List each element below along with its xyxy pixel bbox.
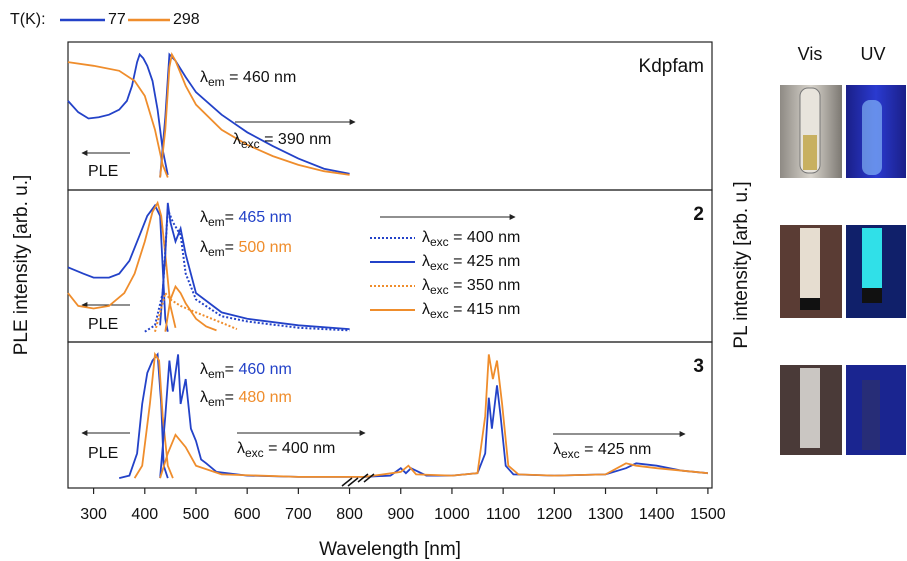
annotation: PLE bbox=[88, 445, 118, 462]
y-axis-label: PLE intensity [arb. u.] bbox=[11, 175, 32, 356]
legend-label: λexc = 415 nm bbox=[422, 301, 520, 321]
x-axis-label: Wavelength [nm] bbox=[319, 539, 461, 560]
x-tick-label: 600 bbox=[234, 506, 261, 523]
annotation: λem= 480 nm bbox=[200, 389, 292, 409]
photo-label: UV bbox=[860, 44, 885, 64]
annotation: λem= 460 nm bbox=[200, 361, 292, 381]
legend-label: 298 bbox=[173, 11, 200, 28]
y2-axis-label: PL intensity [arb. u.] bbox=[731, 181, 752, 348]
x-tick-label: 400 bbox=[131, 506, 158, 523]
legend-label: λexc = 425 nm bbox=[422, 253, 520, 273]
x-tick-label: 1500 bbox=[690, 506, 726, 523]
annotation: λexc = 390 nm bbox=[233, 131, 331, 151]
data-line bbox=[67, 52, 169, 176]
x-tick-label: 800 bbox=[336, 506, 363, 523]
annotation: PLE bbox=[88, 316, 118, 333]
annotation: λexc = 400 nm bbox=[237, 440, 335, 460]
x-tick-label: 500 bbox=[183, 506, 210, 523]
x-tick-label: 700 bbox=[285, 506, 312, 523]
data-line bbox=[159, 52, 350, 178]
legend-title: T(K): bbox=[10, 11, 46, 28]
data-line bbox=[67, 203, 169, 332]
x-tick-label: 1200 bbox=[537, 506, 573, 523]
panel-title: 3 bbox=[693, 356, 704, 377]
x-tick-label: 900 bbox=[387, 506, 414, 523]
x-tick-label: 1100 bbox=[486, 506, 521, 523]
legend-label: λexc = 400 nm bbox=[422, 229, 520, 249]
data-line bbox=[164, 284, 217, 332]
data-line bbox=[159, 202, 350, 330]
panel-title: Kdpfam bbox=[639, 56, 704, 77]
annotation-arrows bbox=[81, 119, 686, 437]
data-line bbox=[159, 51, 350, 178]
annotation: λem= 500 nm bbox=[200, 239, 292, 259]
annotation: PLE bbox=[88, 163, 118, 180]
legend-label: λexc = 350 nm bbox=[422, 277, 520, 297]
data-line bbox=[159, 354, 708, 479]
x-tick-label: 1300 bbox=[588, 506, 624, 523]
data-line bbox=[144, 208, 350, 333]
annotation: λem = 460 nm bbox=[200, 69, 296, 89]
x-tick-label: 1000 bbox=[434, 506, 470, 523]
axis-break bbox=[341, 473, 375, 487]
panel-title: 2 bbox=[693, 204, 704, 225]
annotation: λem= 465 nm bbox=[200, 209, 292, 229]
panel-frame bbox=[67, 341, 713, 489]
x-tick-label: 300 bbox=[80, 506, 107, 523]
x-tick-label: 1400 bbox=[639, 506, 675, 523]
annotation: λexc = 425 nm bbox=[553, 441, 651, 461]
data-line bbox=[118, 352, 169, 479]
photos bbox=[780, 85, 906, 455]
legend-label: 77 bbox=[108, 11, 126, 28]
photo-label: Vis bbox=[798, 44, 823, 64]
